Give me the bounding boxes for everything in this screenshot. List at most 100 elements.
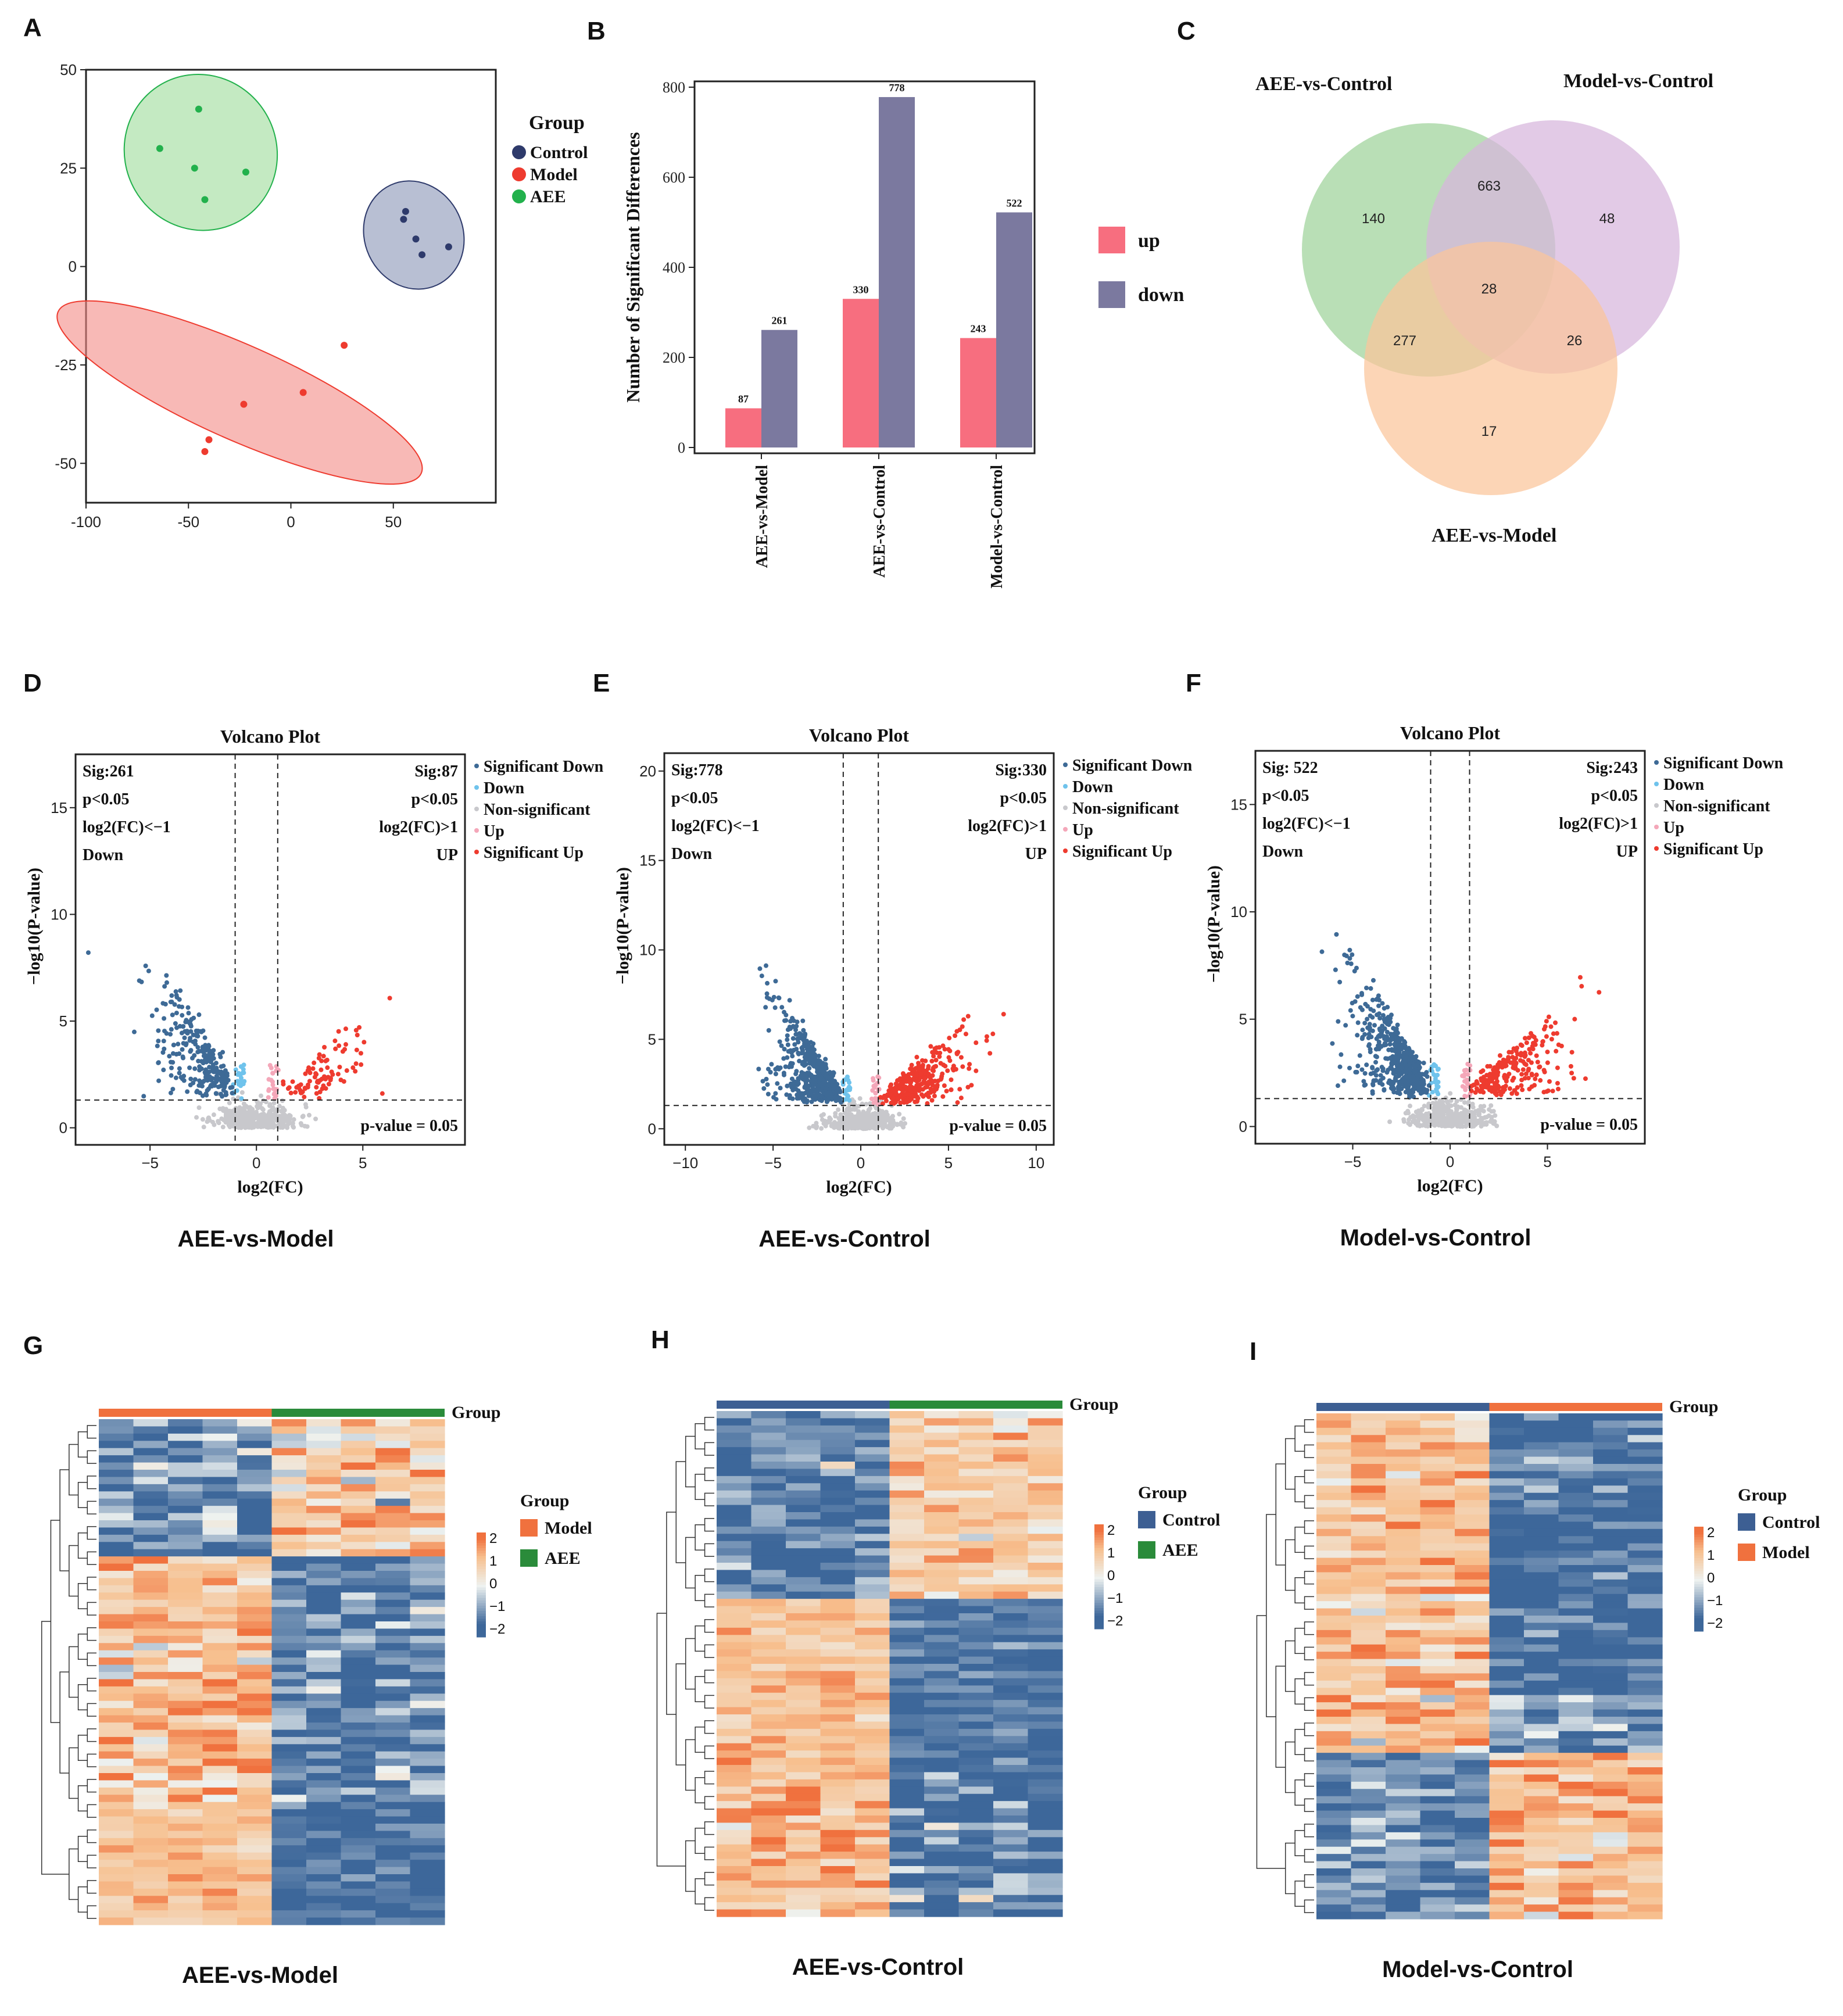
heatmap-cell <box>237 1477 273 1485</box>
heatmap-cell <box>786 1591 821 1599</box>
heatmap-cell <box>306 1874 342 1882</box>
volcano-ytick-label: 15 <box>1230 796 1247 813</box>
volcano-point <box>1551 1031 1556 1036</box>
heatmap-cell <box>717 1902 752 1910</box>
heatmap-cell <box>924 1548 960 1556</box>
volcano-point <box>169 1073 174 1078</box>
heatmap-cell <box>341 1888 376 1896</box>
heatmap-cell <box>168 1693 203 1702</box>
heatmap-cell <box>271 1838 307 1846</box>
heatmap-cell <box>889 1873 925 1881</box>
heatmap-cell <box>202 1795 238 1803</box>
heatmap-cell <box>820 1440 856 1448</box>
heatmap-cell <box>341 1838 376 1846</box>
heatmap-cell <box>410 1715 445 1723</box>
volcano-point <box>960 1024 965 1029</box>
heatmap-cell <box>924 1671 960 1679</box>
heatmap-cell <box>786 1447 821 1455</box>
heatmap-cell <box>855 1469 890 1477</box>
volcano-point <box>1526 1035 1531 1040</box>
heatmap-cell <box>341 1628 376 1637</box>
volcano-ytick-label: 10 <box>1230 903 1247 921</box>
volcano-point <box>829 1123 834 1129</box>
heatmap-cell <box>1028 1700 1063 1708</box>
heatmap-cell <box>717 1490 752 1498</box>
heatmap-cell <box>855 1613 890 1621</box>
heatmap-cell <box>375 1888 411 1896</box>
volcano-point <box>1522 1054 1527 1059</box>
heatmap-cell <box>993 1411 1029 1419</box>
volcano-point <box>1417 1065 1422 1070</box>
volcano-point <box>156 1039 161 1044</box>
heatmap-cell <box>717 1534 752 1542</box>
heatmap-dendrogram-branch <box>704 1467 714 1481</box>
heatmap-cell <box>375 1578 411 1586</box>
heatmap-cell <box>855 1779 890 1787</box>
heatmap-cell <box>855 1512 890 1520</box>
heatmap-cell <box>168 1867 203 1875</box>
heatmap-cell <box>341 1759 376 1767</box>
volcano-point <box>211 1112 216 1118</box>
volcano-legend-item: Significant Down <box>1072 757 1193 775</box>
volcano-point <box>1494 1082 1499 1087</box>
volcano-point <box>765 1082 770 1087</box>
heatmap-cell <box>375 1498 411 1506</box>
heatmap-cell <box>751 1425 786 1433</box>
heatmap-cell <box>889 1462 925 1470</box>
volcano-point <box>180 1054 185 1059</box>
heatmap-cell <box>889 1440 925 1448</box>
volcano-point <box>940 1094 946 1099</box>
heatmap-cell <box>924 1707 960 1715</box>
volcano-point <box>314 1091 319 1096</box>
heatmap-cell <box>133 1664 169 1673</box>
heatmap-cell <box>133 1628 169 1637</box>
heatmap-cell <box>341 1802 376 1810</box>
heatmap-cell <box>958 1642 994 1650</box>
volcano-point <box>207 1065 212 1070</box>
heatmap-cell <box>820 1736 856 1744</box>
heatmap-cell <box>889 1829 925 1838</box>
heatmap-cell <box>133 1498 169 1506</box>
heatmap-cell <box>993 1476 1029 1484</box>
heatmap-cell <box>1028 1664 1063 1672</box>
heatmap-cell <box>855 1765 890 1773</box>
volcano-point <box>1461 1073 1466 1079</box>
heatmap-cell <box>133 1903 169 1911</box>
heatmap-cell <box>786 1483 821 1491</box>
heatmap-cell <box>993 1664 1029 1672</box>
heatmap-cell <box>820 1786 856 1795</box>
heatmap-dendrogram <box>656 1417 714 1911</box>
volcano-point <box>945 1068 950 1073</box>
volcano-point <box>816 1058 821 1063</box>
volcano-legend-item: Significant Up <box>1663 840 1763 858</box>
heatmap-cell <box>993 1462 1029 1470</box>
volcano-point <box>954 1050 960 1055</box>
heatmap-cell <box>958 1671 994 1679</box>
volcano-sig-left: Sig:778 <box>671 761 723 779</box>
heatmap-cell <box>375 1599 411 1607</box>
heatmap-cell <box>133 1585 169 1593</box>
heatmap-cell <box>751 1678 786 1686</box>
volcano-point <box>864 1119 869 1125</box>
heatmap-cell <box>889 1519 925 1527</box>
heatmap-cell <box>855 1678 890 1686</box>
volcano-point <box>879 1120 885 1126</box>
volcano-point <box>1419 1115 1425 1120</box>
heatmap-cell <box>375 1824 411 1832</box>
heatmap-cell <box>410 1556 445 1564</box>
heatmap-cell <box>993 1498 1029 1506</box>
volcano-point <box>1545 1050 1550 1055</box>
heatmap-cell <box>410 1867 445 1875</box>
heatmap-cell <box>99 1759 134 1767</box>
heatmap-cell <box>717 1736 752 1744</box>
heatmap-cell <box>271 1556 307 1564</box>
heatmap-cell <box>410 1563 445 1571</box>
volcano-point <box>1425 1113 1430 1119</box>
heatmap-cell <box>820 1447 856 1455</box>
heatmap-cell <box>889 1743 925 1751</box>
heatmap-cell <box>1028 1765 1063 1773</box>
volcano-point <box>1501 1086 1506 1091</box>
heatmap-cell <box>133 1816 169 1824</box>
heatmap-cell <box>993 1692 1029 1700</box>
